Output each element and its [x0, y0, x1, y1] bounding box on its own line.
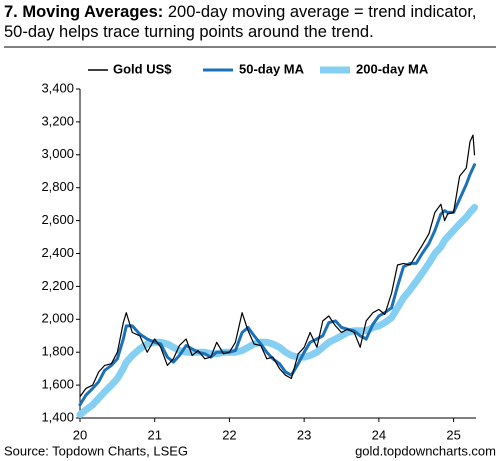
x-tick-label: 22 — [222, 427, 236, 442]
x-tick-label: 24 — [372, 427, 386, 442]
x-tick-label: 23 — [297, 427, 311, 442]
header: 7. Moving Averages: 200-day moving avera… — [4, 2, 496, 42]
legend-label: Gold US$ — [113, 61, 172, 76]
y-tick-label: 1,800 — [41, 344, 74, 359]
y-tick-label: 2,600 — [41, 212, 74, 227]
y-tick-label: 3,400 — [41, 80, 74, 95]
x-tick-label: 25 — [446, 427, 460, 442]
y-tick-label: 3,200 — [41, 113, 74, 128]
y-tick-label: 2,400 — [41, 245, 74, 260]
series-line — [76, 203, 478, 419]
legend-label: 200-day MA — [356, 61, 429, 76]
y-tick-label: 2,000 — [41, 311, 74, 326]
chart-subtitle: 200-day moving average = trend indicator… — [4, 3, 477, 41]
legend-label: 50-day MA — [239, 61, 305, 76]
series-line — [79, 134, 476, 398]
series-line — [78, 163, 476, 407]
chart-title: 7. Moving Averages: — [4, 3, 164, 21]
x-tick-label: 21 — [147, 427, 161, 442]
y-tick-label: 1,400 — [41, 409, 74, 424]
x-tick-label: 20 — [73, 427, 87, 442]
source: Source: Topdown Charts, LSEG — [4, 443, 188, 458]
y-tick-label: 2,200 — [41, 278, 74, 293]
y-tick-label: 1,600 — [41, 377, 74, 392]
website: gold.topdowncharts.com — [355, 443, 496, 458]
y-tick-label: 3,000 — [41, 146, 74, 161]
y-tick-label: 2,800 — [41, 179, 74, 194]
